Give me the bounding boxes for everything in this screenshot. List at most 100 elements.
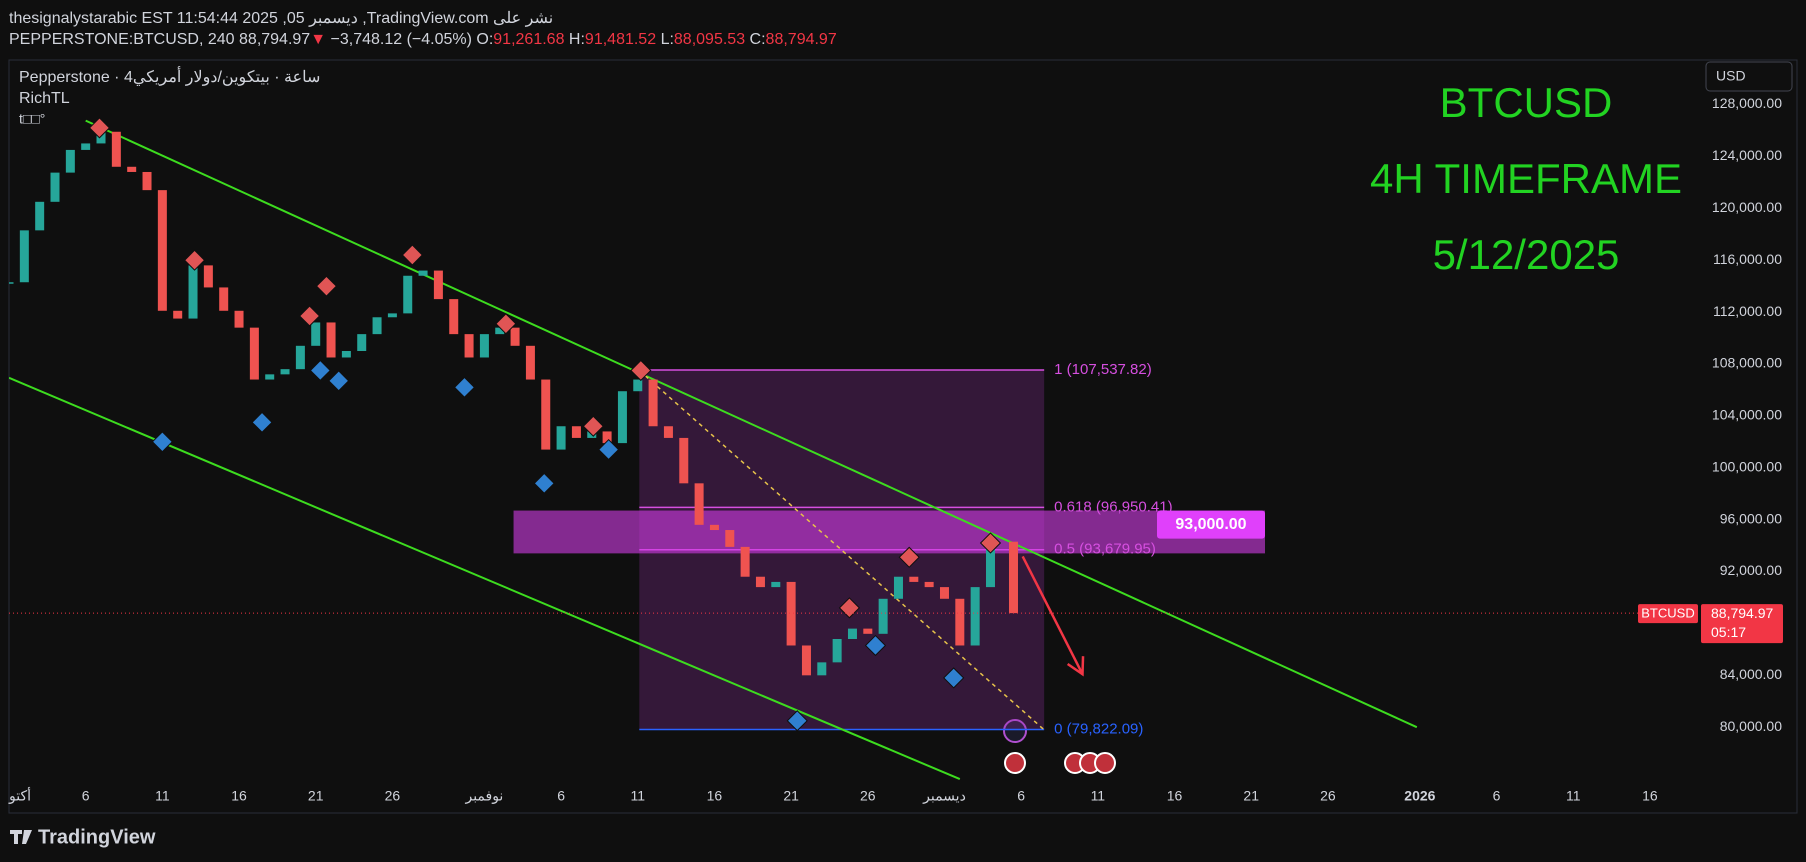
event-icon[interactable] xyxy=(1094,752,1116,774)
ohlc-o: O: xyxy=(476,31,494,48)
trendline xyxy=(85,119,1418,729)
pivot-high xyxy=(183,249,206,271)
candle xyxy=(740,546,750,577)
x-tick-label: 11 xyxy=(155,788,170,804)
candle xyxy=(541,379,551,450)
pivot-low xyxy=(943,667,965,689)
y-tick-label: 112,000.00 xyxy=(1713,303,1782,319)
pivot-high xyxy=(630,359,652,382)
candle xyxy=(985,541,995,588)
pivot-low xyxy=(309,359,331,382)
countdown: 05:17 xyxy=(1711,624,1746,640)
candle xyxy=(817,662,827,676)
chart-border xyxy=(8,59,1798,814)
candle xyxy=(924,581,934,588)
candle xyxy=(188,265,198,319)
candle xyxy=(893,576,903,599)
candle xyxy=(970,587,980,646)
x-tick-label: 6 xyxy=(1493,788,1501,804)
pivot-high xyxy=(401,244,423,266)
currency-button[interactable] xyxy=(1705,61,1793,92)
pivot-low xyxy=(328,370,350,392)
zone-label-box xyxy=(1156,510,1265,539)
x-tick-label: 16 xyxy=(1167,788,1183,804)
x-tick-label: 6 xyxy=(1017,788,1025,804)
y-tick-label: 120,000.00 xyxy=(1712,199,1782,215)
pivot-low xyxy=(598,438,620,461)
direction: ▼ xyxy=(310,31,327,48)
y-tick-label: 116,000.00 xyxy=(1713,251,1782,267)
candle xyxy=(418,270,428,276)
candle xyxy=(617,391,627,444)
zone xyxy=(513,510,1265,554)
candle xyxy=(832,639,842,663)
y-tick-label: 128,000.00 xyxy=(1712,95,1782,111)
candle xyxy=(326,322,336,358)
x-tick-label: 11 xyxy=(630,788,645,804)
x-tick-label: 16 xyxy=(707,788,723,804)
pivot-low xyxy=(453,376,476,398)
candle xyxy=(403,275,413,314)
candle xyxy=(556,426,566,450)
candle xyxy=(694,483,704,525)
candle xyxy=(50,172,60,202)
candle xyxy=(863,628,873,634)
candle xyxy=(19,230,29,283)
x-tick-label: 11 xyxy=(1091,788,1106,804)
ohlc-value: 91,261.68 xyxy=(493,31,565,48)
price-tag xyxy=(1701,604,1783,644)
event-icon[interactable] xyxy=(1003,719,1027,743)
price-tag-label: 88,794.97 xyxy=(1711,605,1773,621)
y-tick-label: 100,000.00 xyxy=(1712,458,1782,474)
pivot-high xyxy=(315,275,338,297)
legend-extra: t□□° xyxy=(19,111,45,127)
ohlc-l: L: xyxy=(660,31,674,48)
ohlc-c: C: xyxy=(749,31,766,48)
candle xyxy=(648,379,658,427)
candle xyxy=(725,530,735,547)
fib-label: 0.5 (93,679.95) xyxy=(1054,541,1156,558)
symbol-tag xyxy=(1638,604,1698,624)
x-tick-label: 16 xyxy=(231,788,247,804)
candle xyxy=(35,201,45,231)
symbol-line: PEPPERSTONE:BTCUSD, 240 88,794.97▼ −3,74… xyxy=(9,29,837,50)
y-tick-label: 92,000.00 xyxy=(1720,562,1782,578)
arrow xyxy=(1021,555,1084,675)
y-tick-label: 84,000.00 xyxy=(1720,666,1782,682)
y-tick-label: 80,000.00 xyxy=(1720,718,1782,734)
candle xyxy=(663,426,673,438)
candle xyxy=(203,265,213,288)
candle xyxy=(387,313,397,318)
candle xyxy=(280,369,290,375)
fib-label: 0.618 (96,950.41) xyxy=(1054,498,1172,515)
candle xyxy=(495,327,505,335)
y-tick-label: 124,000.00 xyxy=(1712,147,1782,163)
x-tick-label: ديسمبر xyxy=(922,788,966,805)
x-tick-label: 11 xyxy=(1566,788,1581,804)
candle xyxy=(525,345,535,380)
candle xyxy=(9,282,14,284)
candle xyxy=(311,322,321,346)
pivot-low xyxy=(151,431,173,453)
annotation: 4H TIMEFRAME xyxy=(1370,155,1682,202)
x-tick-label: 6 xyxy=(82,788,90,804)
pivot-high xyxy=(582,415,604,437)
event-icon[interactable] xyxy=(1004,752,1026,774)
currency-label[interactable]: USD xyxy=(1716,68,1746,84)
candle xyxy=(357,334,367,351)
candle xyxy=(81,143,91,150)
pivot-high xyxy=(838,597,861,619)
x-tick-label: 6 xyxy=(557,788,565,804)
x-tick-label: 16 xyxy=(1642,788,1658,804)
ohlc-value: 88,794.97 xyxy=(765,31,837,48)
candle xyxy=(341,351,351,358)
ohlc-value: 91,481.52 xyxy=(584,31,657,48)
header: thesignalystarabic EST 11:54:44 2025 ,05… xyxy=(9,8,837,50)
pivot-high xyxy=(979,532,1002,554)
candle xyxy=(909,576,919,582)
pivot-high xyxy=(88,117,111,139)
logo-mark xyxy=(10,830,32,844)
candle xyxy=(679,437,689,484)
